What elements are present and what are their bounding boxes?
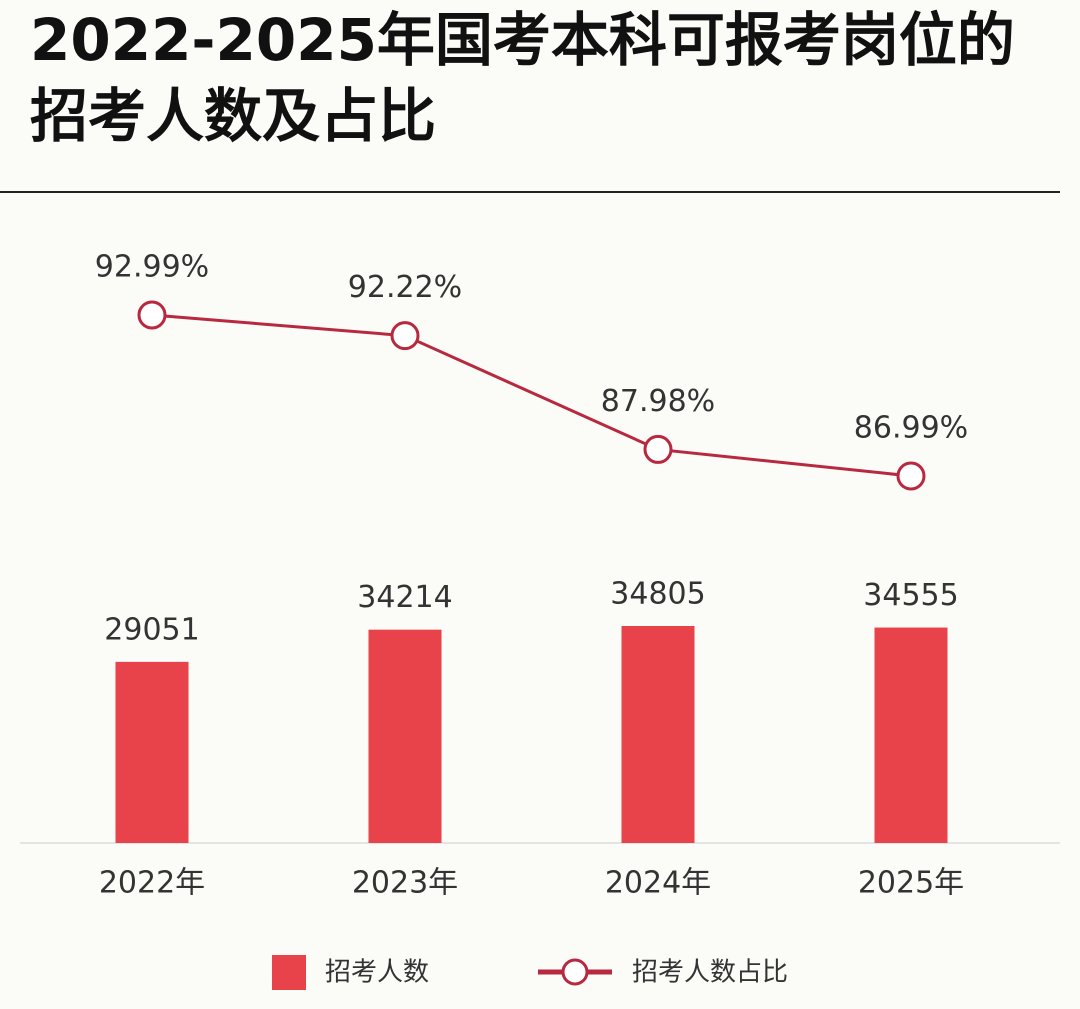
point-label: 86.99% [854,411,968,446]
x-tick-label: 2025年 [858,866,964,901]
point-label: 87.98% [601,384,715,419]
legend-label: 招考人数占比 [632,958,788,988]
point [390,321,420,351]
bar [368,629,442,843]
line [151,313,912,478]
point [137,300,167,330]
bar [115,661,189,843]
bar-label: 29051 [104,612,199,647]
legend-swatch [272,955,306,990]
point [896,461,926,491]
legend-label: 招考人数 [325,958,429,988]
bar [621,626,695,843]
point-label: 92.99% [95,250,209,285]
legend-swatch [561,958,589,986]
bar-label: 34805 [610,577,705,612]
bar-label: 34555 [863,578,958,613]
point-label: 92.22% [348,270,462,305]
bar [874,627,948,843]
bar-label: 34214 [357,580,452,615]
point [643,434,673,464]
chart-title: 2022-2025年国考本科可报考岗位的招考人数及占比 [30,6,1015,150]
x-tick-label: 2022年 [99,866,205,901]
x-tick-label: 2023年 [352,866,458,901]
x-tick-label: 2024年 [605,866,711,901]
